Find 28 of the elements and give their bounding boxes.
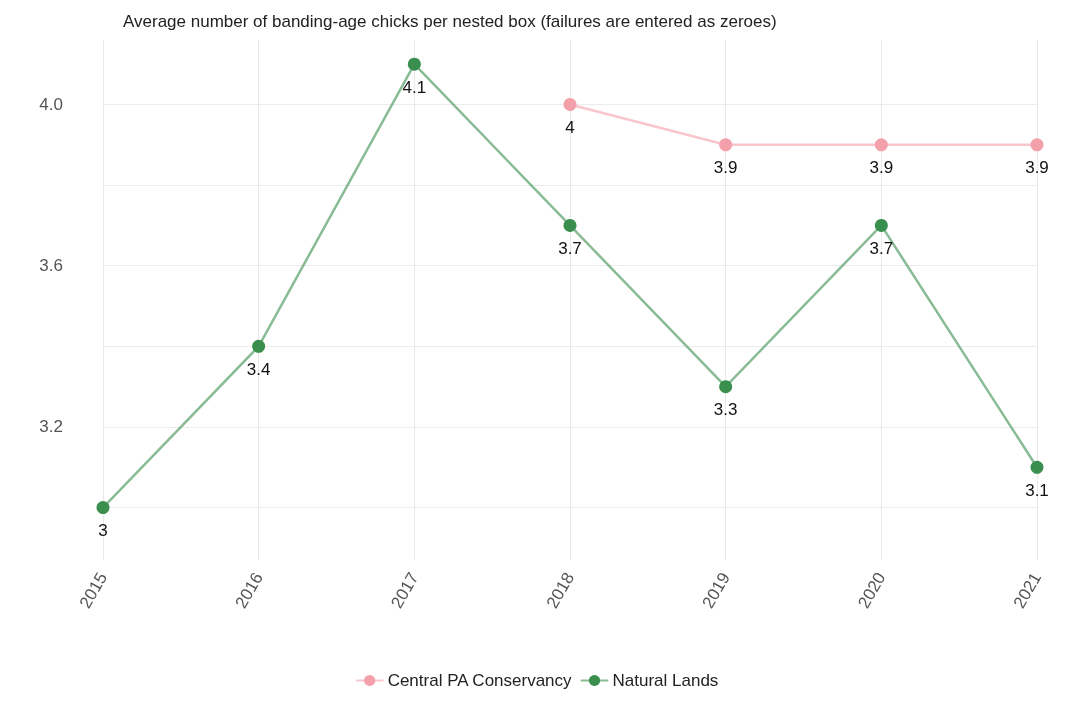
point — [407, 57, 421, 71]
data-label: 3.9 — [869, 158, 894, 178]
point — [96, 501, 110, 515]
data-label: 3.4 — [246, 359, 271, 379]
data-label: 3.7 — [869, 238, 894, 258]
point — [252, 339, 266, 353]
point — [719, 380, 733, 394]
data-label: 3.7 — [558, 238, 582, 258]
data-label: 3.9 — [1025, 158, 1049, 178]
point — [874, 218, 888, 232]
y-tick-label: 4.0 — [39, 95, 63, 114]
data-label: 4 — [565, 118, 575, 137]
point — [719, 138, 733, 152]
data-label: 3 — [98, 521, 108, 541]
chart-title: Average number of banding-age chicks per nested box (failures are entered as zeroes) — [123, 12, 777, 31]
data-label: 4.1 — [402, 77, 427, 97]
legend-label: Central PA Conservancy — [387, 671, 573, 690]
point — [874, 138, 888, 152]
data-label: 3.9 — [713, 158, 738, 178]
y-tick-label: 3.2 — [39, 417, 63, 437]
point — [563, 218, 577, 232]
point — [1030, 460, 1044, 474]
point — [1030, 138, 1044, 152]
point — [563, 98, 577, 111]
data-label: 3.3 — [713, 400, 738, 420]
data-label: 3.1 — [1025, 480, 1049, 500]
legend-label: Natural Lands — [612, 671, 719, 690]
y-tick-label: 3.6 — [39, 256, 63, 276]
